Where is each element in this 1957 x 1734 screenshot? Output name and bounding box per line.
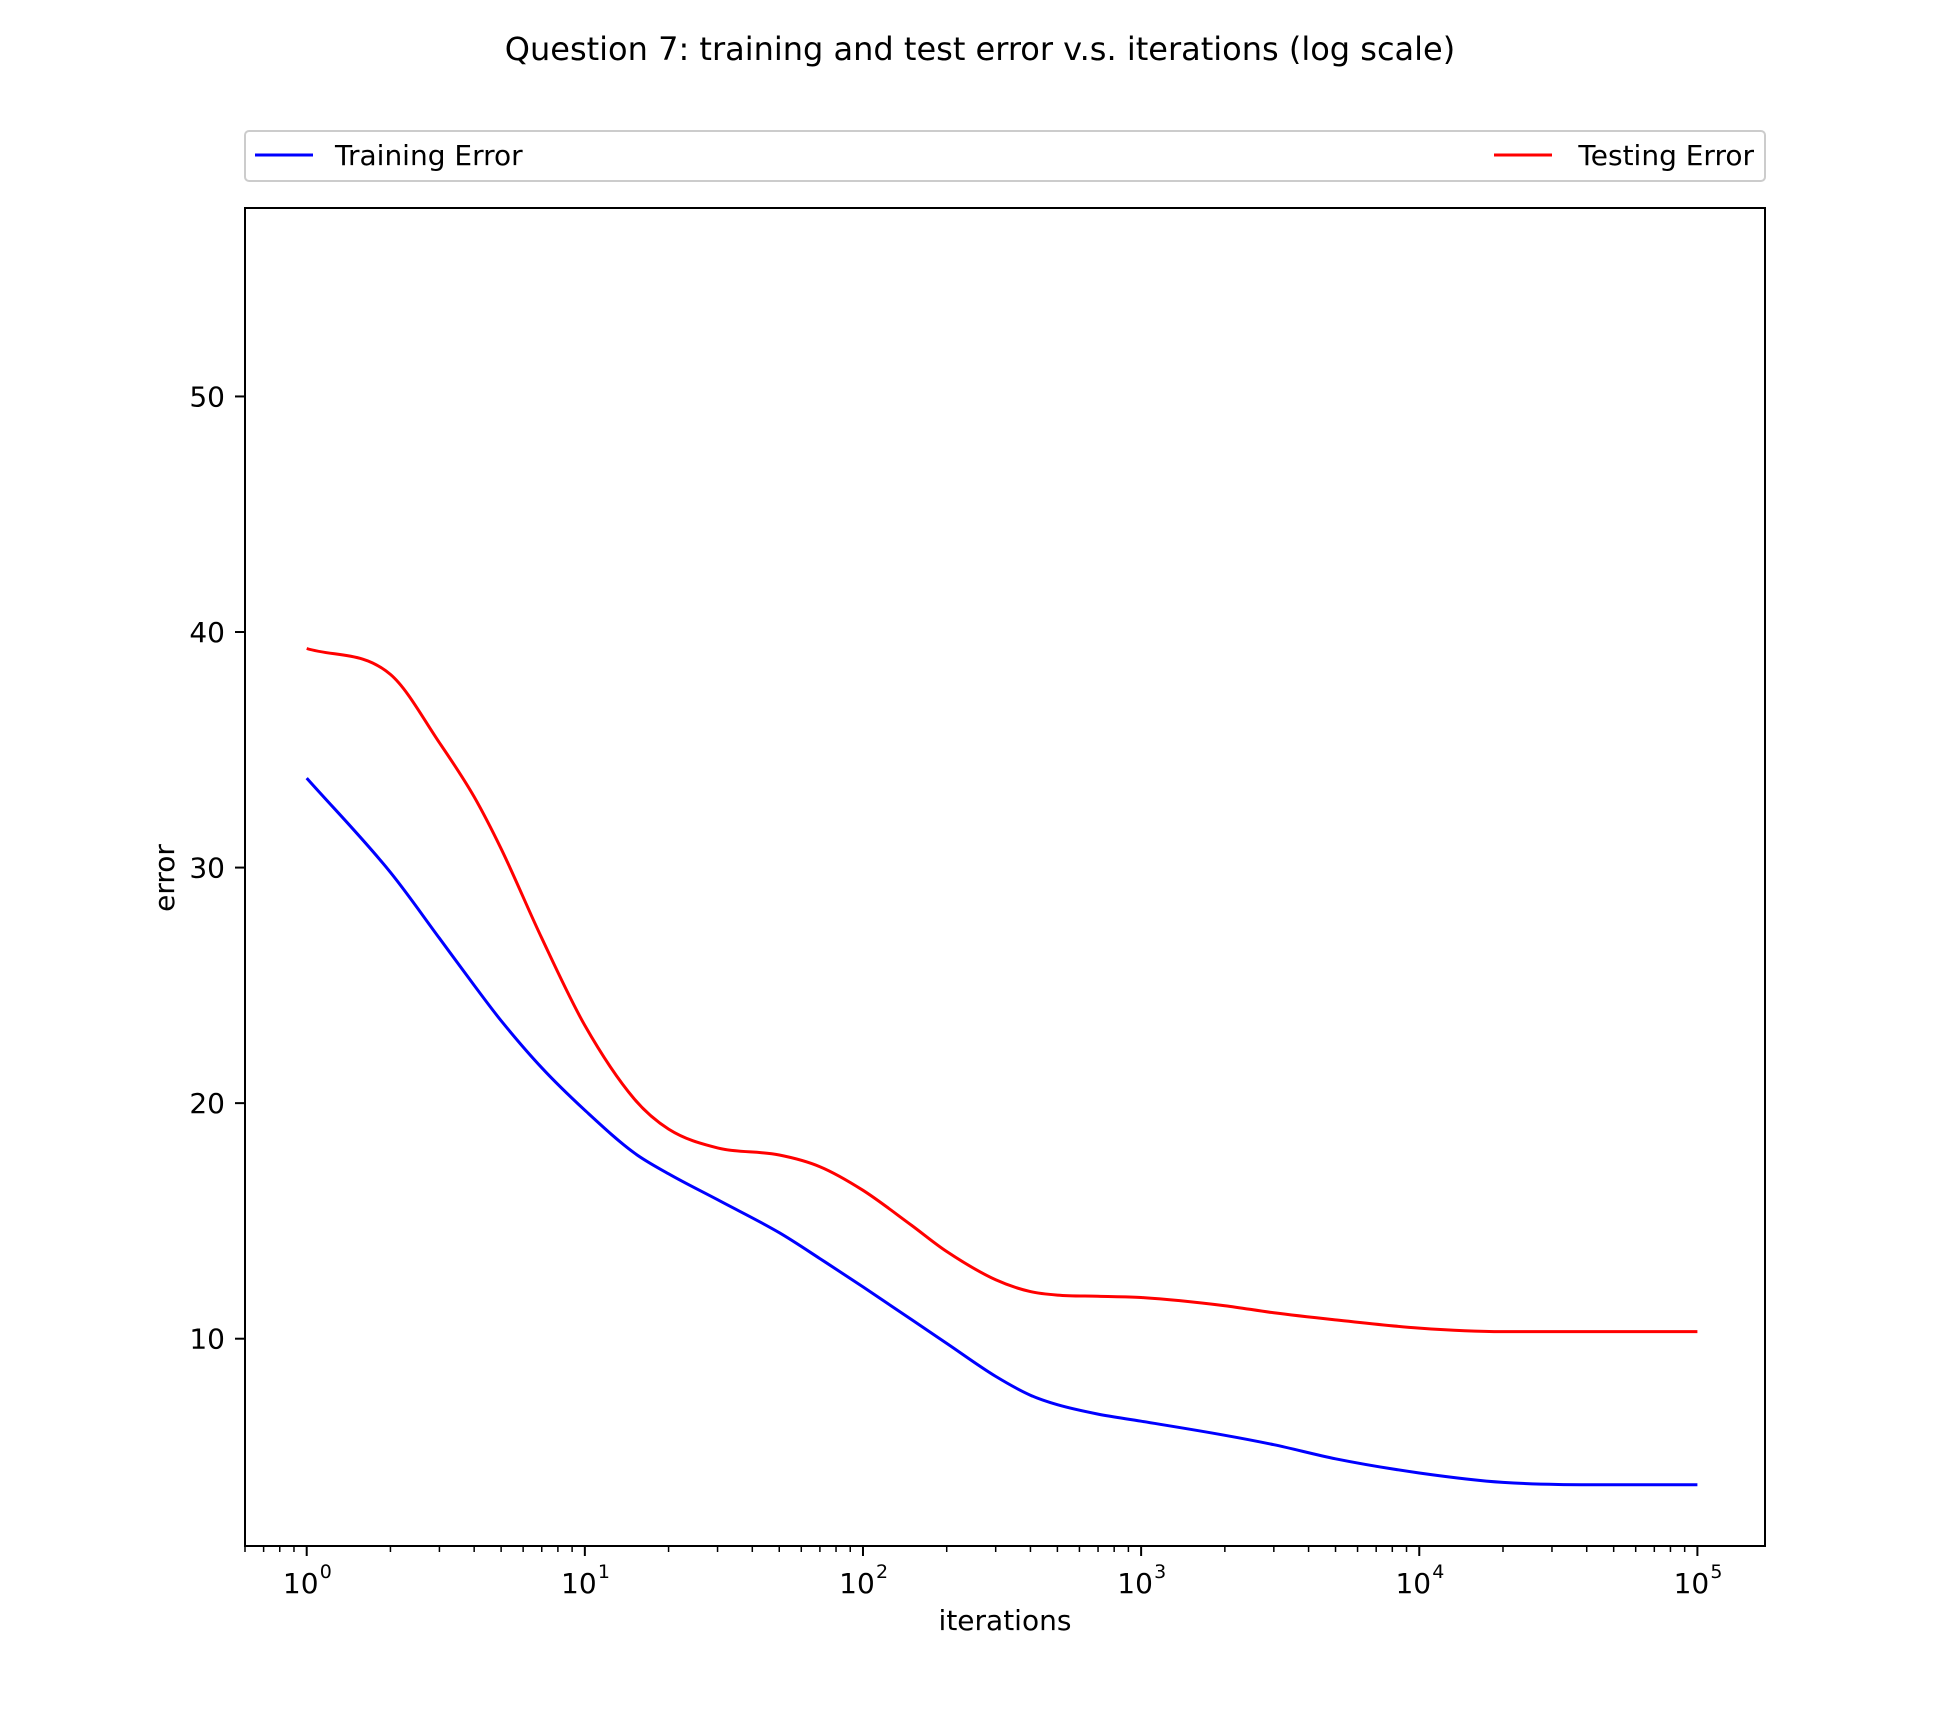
training-error-line <box>305 777 1698 1487</box>
x-tick-label: 10 <box>561 1567 597 1600</box>
x-tick-exponent: 3 <box>1154 1561 1166 1583</box>
legend-testing-label: Testing Error <box>1577 139 1754 172</box>
x-tick-exponent: 4 <box>1432 1561 1444 1583</box>
legend-frame <box>244 130 1766 182</box>
x-tick-label: 10 <box>283 1567 319 1600</box>
x-tick-label: 10 <box>1395 1567 1431 1600</box>
x-tick-exponent: 5 <box>1710 1561 1722 1583</box>
x-tick-exponent: 1 <box>598 1561 610 1583</box>
legend-training-label: Training Error <box>334 139 523 172</box>
x-tick-label: 10 <box>839 1567 875 1600</box>
x-axis: 10 0 10 1 10 2 10 3 10 4 10 5 <box>244 1546 1722 1600</box>
x-tick-exponent: 2 <box>876 1561 888 1583</box>
x-axis-label: iterations <box>939 1604 1072 1637</box>
x-tick-label: 10 <box>1674 1567 1710 1600</box>
x-tick-label: 10 <box>1117 1567 1153 1600</box>
y-axis-label: error <box>148 844 181 912</box>
chart-title: Question 7: training and test error v.s.… <box>505 30 1455 68</box>
x-tick-exponent: 0 <box>320 1561 332 1583</box>
plot-frame <box>244 207 1766 1547</box>
y-tick-label: 40 <box>189 616 225 649</box>
series-layer <box>305 647 1698 1487</box>
y-tick-label: 30 <box>189 852 225 885</box>
y-tick-label: 50 <box>189 380 225 413</box>
y-tick-label: 10 <box>189 1323 225 1356</box>
y-axis: 10 20 30 40 50 <box>189 380 245 1356</box>
testing-error-line <box>306 647 1698 1334</box>
legend: Training Error Testing Error <box>244 130 1766 182</box>
y-tick-label: 20 <box>189 1087 225 1120</box>
